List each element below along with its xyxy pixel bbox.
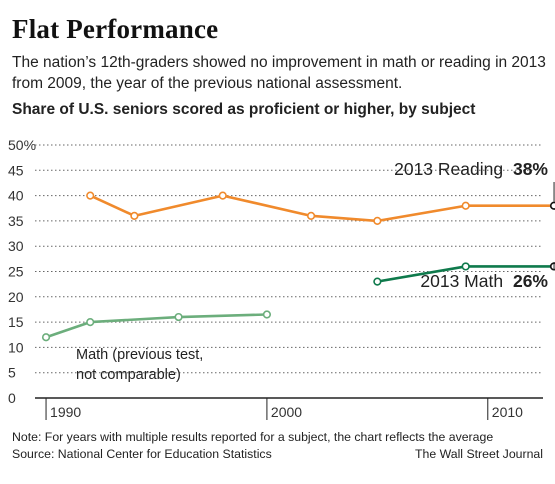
math-data-point [373, 277, 382, 286]
annotations: 2013 Reading 38% 2013 Math 26% Math (pre… [76, 159, 555, 383]
math_old-series-line [44, 313, 269, 339]
math_old-data-point [262, 310, 272, 319]
y-tick-label: 30 [8, 238, 24, 254]
reading-series-line [88, 194, 555, 223]
series-lines [41, 191, 555, 342]
reading-annotation: 2013 Reading 38% [394, 159, 548, 179]
y-tick-label: 40 [8, 188, 24, 204]
y-tick-label: 50% [8, 137, 36, 153]
reading-annotation-label: 2013 Reading [394, 159, 503, 179]
chart-subtitle: The nation’s 12th-graders showed no impr… [12, 54, 546, 92]
reading-data-point [86, 191, 95, 200]
x-tick-label: 2000 [271, 404, 302, 420]
x-tick-label: 2010 [492, 404, 523, 420]
chart-credit: The Wall Street Journal [414, 447, 543, 461]
y-tick-label: 15 [8, 314, 24, 330]
math_old-data-point [41, 333, 51, 342]
reading-data-point [461, 201, 470, 210]
y-tick-label: 5 [8, 365, 16, 381]
x-tick-label: 1990 [50, 404, 81, 420]
y-tick-label: 25 [8, 264, 24, 280]
chart-title: Flat Performance [12, 14, 219, 44]
axes: 0 5 10 15 20 25 30 35 40 45 50% 1990 2000 2010 [8, 137, 543, 420]
reading-data-point [130, 211, 139, 220]
chart-source: Source: National Center for Education St… [12, 447, 272, 461]
math-old-annotation-line1: Math (previous test, [76, 347, 203, 363]
math-data-point [461, 262, 470, 271]
y-tick-label: 45 [8, 162, 24, 178]
y-tick-label: 20 [8, 289, 24, 305]
math_old-data-point [174, 312, 183, 322]
math-old-annotation-line2: not comparable) [76, 367, 181, 383]
reading-annotation-value: 38% [513, 159, 548, 179]
math-annotation-label: 2013 Math [420, 271, 503, 291]
chart-note: Note: For years with multiple results re… [12, 430, 494, 444]
gridlines [35, 144, 543, 374]
reading-data-point [218, 191, 227, 200]
math-annotation: 2013 Math 26% [420, 271, 548, 291]
y-tick-label: 35 [8, 213, 24, 229]
math-annotation-value: 26% [513, 271, 548, 291]
y-tick-label: 10 [8, 339, 24, 355]
y-tick-label: 0 [8, 390, 16, 406]
reading-data-point [373, 216, 382, 225]
math_old-data-point [86, 318, 95, 327]
reading-data-point [306, 211, 316, 220]
chart-heading: Share of U.S. seniors scored as proficie… [12, 101, 476, 118]
reading-data-point [549, 201, 555, 210]
